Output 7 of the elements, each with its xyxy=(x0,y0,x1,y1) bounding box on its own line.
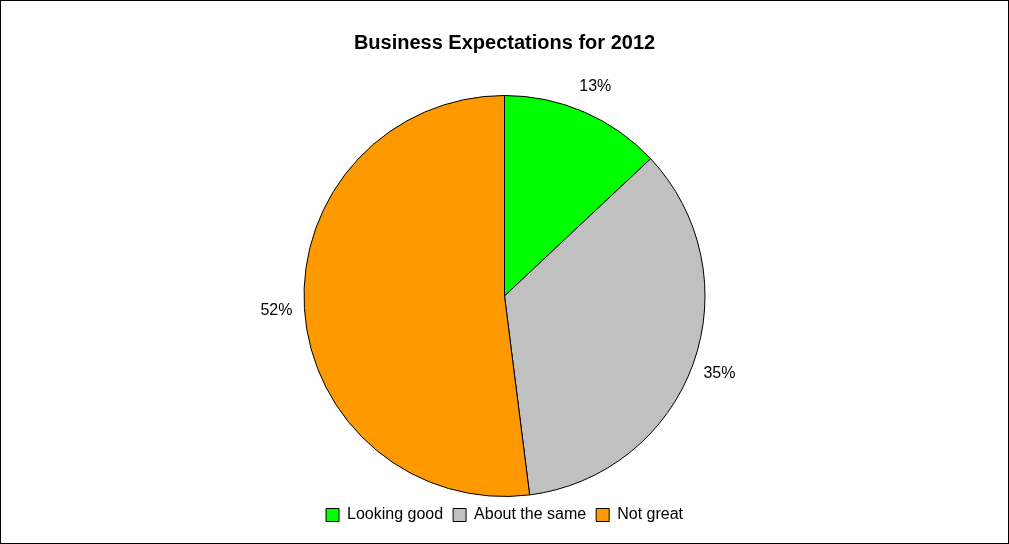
data-label: 35% xyxy=(703,363,736,381)
legend-label: About the same xyxy=(474,505,587,523)
data-label: 52% xyxy=(260,300,293,318)
legend-label: Not great xyxy=(617,505,684,523)
chart-title: Business Expectations for 2012 xyxy=(353,30,656,53)
data-label: 13% xyxy=(579,76,612,94)
legend-label: Looking good xyxy=(347,505,444,523)
